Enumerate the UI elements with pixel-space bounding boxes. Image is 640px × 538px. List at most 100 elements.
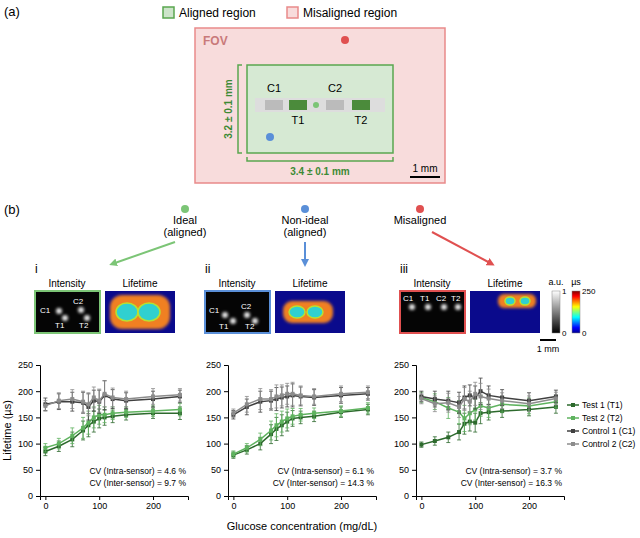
- image-title: Lifetime: [122, 278, 157, 289]
- tick-mark: [412, 496, 416, 497]
- tick-mark: [36, 417, 40, 418]
- x-axis: 0100200: [417, 496, 565, 511]
- y-tick: 0: [216, 491, 228, 501]
- plot-area: [231, 382, 370, 458]
- error-bar: [269, 421, 273, 440]
- case-sublabel: (aligned): [164, 226, 207, 238]
- lifetime-spot: [520, 297, 530, 305]
- case-sublabel: (aligned): [284, 226, 327, 238]
- data-point: [462, 416, 466, 420]
- tick-mark: [224, 496, 228, 497]
- tick-mark: [412, 470, 416, 471]
- error-bar: [151, 389, 155, 405]
- data-point: [57, 399, 61, 403]
- axis-line: [41, 497, 189, 501]
- panel-numeral: iii: [400, 262, 408, 276]
- image-bg: [35, 291, 100, 333]
- tick-mark: [421, 496, 422, 500]
- position-dot: [341, 36, 349, 44]
- x-tick: 0: [419, 496, 424, 511]
- annotation: CV (Intra-sensor) = 3.7 %: [465, 466, 562, 476]
- tick-mark: [529, 496, 530, 500]
- scale-bar-label: 1 mm: [413, 163, 438, 174]
- image-title: Intensity: [218, 278, 255, 289]
- data-point: [258, 397, 262, 401]
- data-point: [124, 410, 128, 414]
- colorbar: [552, 291, 560, 333]
- colorbar-unit: µs: [571, 277, 581, 287]
- tick-label: 200: [18, 387, 33, 397]
- data-point: [103, 413, 107, 417]
- tick-label: 200: [206, 387, 221, 397]
- sensor-strip: [255, 98, 385, 112]
- image-bg: [470, 291, 540, 333]
- spot-label: T2: [79, 321, 89, 330]
- y-tick: 50: [399, 465, 416, 475]
- error-bar: [487, 389, 491, 408]
- error-bar: [231, 409, 235, 417]
- data-point: [462, 397, 466, 401]
- error-bar: [57, 393, 61, 409]
- error-bar: [433, 396, 437, 412]
- data-point: [285, 392, 289, 396]
- error-bar: [245, 396, 249, 412]
- lifetime-spot: [138, 303, 160, 321]
- figure: (a)Aligned regionMisaligned regionFOV3.2…: [0, 0, 640, 538]
- error-bar: [111, 388, 115, 407]
- spot-label: T2: [355, 114, 368, 126]
- tick-label: 100: [468, 501, 483, 511]
- tick-mark: [224, 470, 228, 471]
- error-bar: [446, 432, 450, 442]
- data-point: [446, 435, 450, 439]
- tick-label: 0: [28, 491, 33, 501]
- error-bar: [269, 390, 273, 409]
- data-point: [231, 452, 235, 456]
- error-bar: [299, 408, 303, 421]
- annotation: CV (Inter-sensor) = 9.7 %: [89, 478, 186, 488]
- dimension-label: 3.2 ± 0.1 mm: [223, 79, 234, 139]
- error-bar: [299, 386, 303, 405]
- data-point: [280, 420, 284, 424]
- spot: [222, 312, 228, 318]
- spot-label: T1: [219, 322, 229, 331]
- panel-numeral: ii: [205, 262, 210, 276]
- error-bar: [339, 406, 343, 416]
- sensor-pad: [352, 100, 370, 110]
- error-bar: [554, 392, 558, 405]
- legend-marker: [571, 442, 575, 446]
- tick-label: 150: [394, 413, 409, 423]
- error-bar: [366, 403, 370, 413]
- data-point: [111, 411, 115, 415]
- tick-mark: [412, 365, 416, 366]
- x-tick: 0: [231, 496, 236, 511]
- panel-label: (b): [4, 202, 20, 217]
- error-bar: [479, 383, 483, 409]
- tick-label: 100: [92, 501, 107, 511]
- data-point: [103, 392, 107, 396]
- y-tick: 50: [23, 465, 40, 475]
- series-line: [45, 410, 180, 448]
- data-point: [468, 400, 472, 404]
- error-bar: [280, 385, 284, 406]
- y-tick: 200: [206, 387, 228, 397]
- tick-label: 200: [146, 501, 161, 511]
- data-point: [70, 397, 74, 401]
- sensor-pad: [289, 100, 307, 110]
- legend-label: Control 1 (C1): [582, 426, 636, 436]
- legend-label: Aligned region: [179, 6, 256, 20]
- panel-b: (b)Ideal(aligned)iIntensityLifetimeC1C2T…: [4, 202, 596, 354]
- case-dot: [301, 205, 309, 213]
- lifetime-image: [275, 291, 345, 333]
- error-bar: [446, 393, 450, 412]
- x-axis: 0100200: [229, 496, 377, 511]
- data-point: [366, 390, 370, 394]
- x-tick: 200: [146, 496, 161, 511]
- legend: Test 1 (T1)Test 2 (T2)Control 1 (C1)Cont…: [567, 400, 636, 449]
- tick-mark: [36, 391, 40, 392]
- spot: [441, 304, 447, 310]
- error-bar: [291, 408, 295, 424]
- data-point: [500, 399, 504, 403]
- spot: [78, 307, 84, 313]
- lifetime-image: [105, 291, 175, 333]
- data-point: [269, 397, 273, 401]
